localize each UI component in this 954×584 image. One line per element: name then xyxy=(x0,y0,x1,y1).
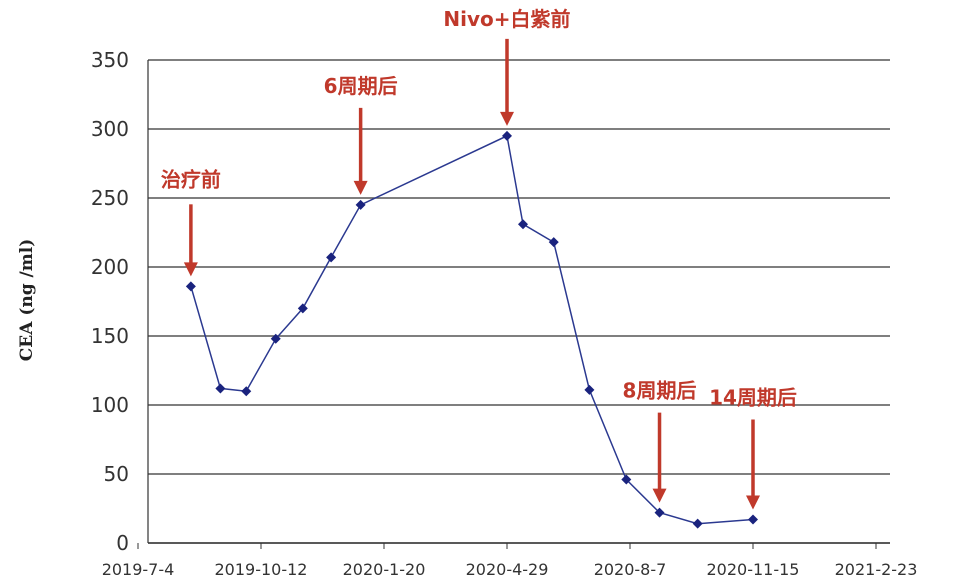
gridlines xyxy=(147,59,890,544)
x-tick-label: 2020-8-7 xyxy=(594,560,667,579)
data-point-marker xyxy=(548,237,559,248)
data-point-marker xyxy=(326,252,337,263)
annotation-label: 8周期后 xyxy=(623,379,697,403)
data-point-marker xyxy=(355,199,366,210)
x-tick-labels: 2019-7-4 2019-10-12 2020-1-20 2020-4-29 2020… xyxy=(102,543,918,579)
annotation-arrowhead xyxy=(353,180,368,195)
data-point-marker xyxy=(692,518,703,529)
annotation-arrowhead xyxy=(652,488,667,503)
data-point-marker xyxy=(270,333,281,344)
annotations: 治疗前 6周期后 Nivo+白紫前 8周期后 14周期后 xyxy=(161,7,797,510)
y-axis-label: CEA (ng /ml) xyxy=(17,239,37,362)
y-tick-label: 300 xyxy=(91,117,129,141)
data-point-marker xyxy=(748,514,758,525)
annotation-label: Nivo+白紫前 xyxy=(443,7,570,31)
x-tick-label: 2020-4-29 xyxy=(466,560,549,579)
y-tick-label: 0 xyxy=(116,531,129,555)
annotation-label: 治疗前 xyxy=(161,167,221,191)
y-tick-label: 50 xyxy=(104,462,129,486)
x-tick-label: 2019-7-4 xyxy=(102,560,175,579)
y-tick-label: 200 xyxy=(91,255,129,279)
data-point-marker xyxy=(621,474,632,485)
annotation-arrowhead xyxy=(183,262,198,277)
annotation-label: 14周期后 xyxy=(709,386,797,410)
y-tick-label: 150 xyxy=(91,324,129,348)
annotation-label: 6周期后 xyxy=(324,74,398,98)
data-point-marker xyxy=(185,281,196,292)
y-tick-label: 250 xyxy=(91,186,129,210)
data-point-marker xyxy=(215,383,226,394)
annotation-arrowhead xyxy=(500,111,514,126)
cea-series xyxy=(185,130,758,529)
y-tick-labels: 0 50 100 150 200 250 300 350 xyxy=(91,48,129,555)
data-point-marker xyxy=(654,507,665,518)
x-tick-label: 2021-2-23 xyxy=(835,560,918,579)
y-tick-label: 100 xyxy=(91,393,129,417)
annotation-arrowhead xyxy=(746,495,760,510)
series-line xyxy=(190,134,754,525)
data-point-marker xyxy=(241,386,252,397)
data-point-marker xyxy=(517,219,528,230)
data-point-marker xyxy=(297,303,308,314)
x-tick-label: 2019-10-12 xyxy=(215,560,308,579)
data-point-marker xyxy=(502,130,512,141)
x-tick-label: 2020-1-20 xyxy=(343,560,426,579)
data-point-marker xyxy=(584,384,595,395)
x-tick-label: 2020-11-15 xyxy=(707,560,800,579)
y-tick-label: 350 xyxy=(91,48,129,72)
